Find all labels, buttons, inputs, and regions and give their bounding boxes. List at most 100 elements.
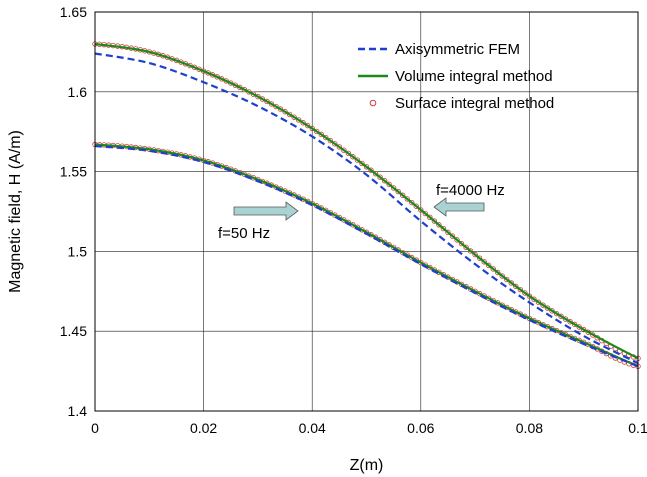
sim-marker-f4000 — [422, 210, 429, 217]
sim-marker-f4000 — [314, 128, 320, 135]
x-tick-label: 0.04 — [299, 420, 326, 436]
sim-marker-f4000 — [304, 122, 311, 129]
sim-marker-f4000 — [309, 125, 315, 132]
sim-marker-f4000 — [544, 305, 551, 311]
sim-marker-f4000 — [363, 164, 370, 170]
sim-marker-f4000 — [431, 218, 438, 224]
arrow-right-f50 — [233, 201, 299, 221]
sim-marker-f4000 — [327, 137, 333, 144]
sim-marker-f4000 — [336, 144, 343, 150]
sim-marker-f4000 — [300, 120, 306, 126]
sim-marker-f4000 — [368, 167, 374, 173]
sim-marker-f4000 — [562, 316, 569, 322]
sim-marker-f4000 — [458, 240, 465, 247]
fem-line-f4000 — [94, 52, 639, 365]
sim-marker-f4000 — [495, 269, 501, 276]
sim-marker-f4000 — [549, 308, 555, 314]
sim-marker-f4000 — [350, 154, 356, 160]
sim-marker-f4000 — [268, 101, 275, 107]
y-axis-label: Magnetic field, H (A/m) — [7, 130, 24, 293]
sim-marker-f4000 — [467, 248, 474, 254]
sim-marker-f4000 — [413, 203, 419, 209]
sim-marker-f4000 — [359, 160, 365, 167]
sim-marker-f4000 — [395, 188, 401, 195]
sim-marker-f4000 — [277, 106, 284, 112]
sim-marker-f4000 — [390, 185, 397, 191]
sim-marker-f4000 — [381, 178, 388, 184]
sim-marker-f4000 — [508, 280, 514, 286]
sim-marker-f4000 — [522, 290, 528, 296]
y-tick-label: 1.6 — [68, 84, 88, 100]
sim-marker-f4000 — [531, 296, 537, 302]
vim-line-f50 — [94, 143, 639, 368]
sim-marker-f4000 — [400, 192, 406, 198]
series-layer — [92, 41, 641, 370]
sim-marker-f4000 — [485, 262, 492, 269]
sim-marker-f4000 — [282, 109, 288, 115]
x-tick-label: 0 — [91, 420, 99, 436]
sim-marker-f4000 — [332, 141, 338, 147]
sim-marker-f4000 — [273, 103, 279, 110]
x-tick-label: 0.08 — [516, 420, 543, 436]
sim-marker-f4000 — [526, 293, 533, 299]
sim-marker-f4000 — [436, 222, 442, 228]
legend-swatch-sim — [369, 99, 377, 107]
legend-label-fem: Axisymmetric FEM — [395, 41, 520, 58]
sim-marker-f4000 — [323, 134, 329, 141]
sim-marker-f4000 — [427, 214, 433, 220]
sim-marker-f4000 — [440, 225, 447, 232]
sim-marker-f4000 — [517, 286, 524, 293]
sim-marker-f4000 — [576, 324, 582, 330]
sim-marker-f50 — [409, 254, 415, 261]
sim-marker-f4000 — [581, 326, 587, 333]
sim-marker-f4000 — [377, 174, 383, 180]
sim-marker-f4000 — [341, 147, 347, 153]
sim-marker-f4000 — [291, 114, 297, 120]
sim-marker-f4000 — [404, 196, 410, 202]
legend-label-sim: Surface integral method — [395, 95, 554, 112]
legend: Axisymmetric FEM Volume integral method Su… — [358, 41, 554, 112]
arrow-left-f4000 — [433, 197, 485, 217]
sim-marker-f4000 — [354, 157, 361, 163]
sim-marker-f4000 — [490, 266, 496, 272]
y-tick-label: 1.5 — [68, 243, 88, 259]
sim-marker-f4000 — [567, 319, 573, 325]
sim-marker-f4000 — [345, 150, 352, 157]
sim-marker-f4000 — [409, 199, 415, 206]
y-tick-label: 1.55 — [60, 164, 87, 180]
annotation-f50: f=50 Hz — [218, 225, 270, 242]
tick-layer: 0 0.02 0.04 0.06 0.08 0.1 1.4 1.45 1.5 1.55 1.6 1.6… — [60, 4, 647, 436]
sim-marker-f4000 — [504, 276, 510, 283]
sim-marker-f4000 — [372, 170, 379, 177]
legend-label-vim: Volume integral method — [395, 68, 553, 85]
sim-marker-f4000 — [535, 299, 542, 305]
sim-marker-f4000 — [540, 302, 546, 308]
sim-marker-f4000 — [386, 181, 392, 188]
sim-marker-f4000 — [318, 131, 324, 138]
sim-marker-f4000 — [571, 321, 578, 328]
sim-marker-f4000 — [472, 251, 478, 258]
vim-line-f4000 — [94, 42, 639, 360]
x-tick-label: 0.06 — [407, 420, 434, 436]
sim-marker-f4000 — [553, 310, 560, 317]
annotations: f=50 Hz f=4000 Hz — [218, 182, 505, 242]
y-tick-label: 1.65 — [60, 4, 87, 20]
sim-marker-f4000 — [445, 229, 451, 236]
sim-marker-f4000 — [264, 98, 270, 105]
y-tick-label: 1.4 — [68, 403, 88, 419]
sim-marker-f4000 — [286, 111, 293, 118]
x-axis-label: Z(m) — [350, 457, 384, 474]
sim-marker-f4000 — [513, 283, 519, 290]
x-tick-label: 0.1 — [628, 420, 647, 436]
x-tick-label: 0.02 — [190, 420, 217, 436]
sim-marker-f4000 — [499, 273, 505, 279]
sim-marker-f4000 — [476, 255, 483, 261]
sim-marker-f4000 — [463, 244, 469, 251]
sim-marker-f4000 — [449, 233, 456, 239]
fem-line-f50 — [94, 144, 639, 368]
sim-marker-f4000 — [481, 259, 487, 265]
y-tick-label: 1.45 — [60, 323, 87, 339]
annotation-f4000: f=4000 Hz — [436, 182, 505, 199]
plot-frame — [94, 11, 639, 412]
